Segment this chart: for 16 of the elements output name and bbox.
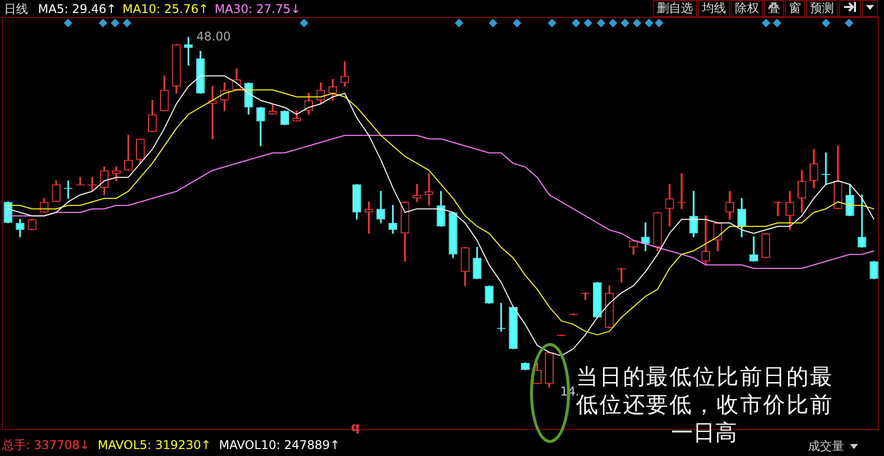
text: 总手: 337708↓ <box>2 438 90 452</box>
text: MA30: 27.75↓ <box>214 2 301 16</box>
text: 叠 <box>764 0 784 17</box>
text: MAVOL5: 319230↑ <box>98 438 212 452</box>
text: 成交量 <box>808 439 844 453</box>
text: MA5: 29.46↑ <box>38 2 116 16</box>
text: 均线 <box>698 0 730 17</box>
text: 除权 <box>731 0 763 17</box>
text: MA10: 25.76↑ <box>122 2 209 16</box>
text: 窗 <box>785 0 805 17</box>
text: 预测 <box>806 0 838 17</box>
text: 删自选 <box>653 0 697 17</box>
text: q <box>351 420 360 434</box>
chart-title: 日线 <box>4 2 28 16</box>
annotation: 48.00 <box>196 29 231 44</box>
text: MAVOL10: 247889↑ <box>219 438 340 452</box>
